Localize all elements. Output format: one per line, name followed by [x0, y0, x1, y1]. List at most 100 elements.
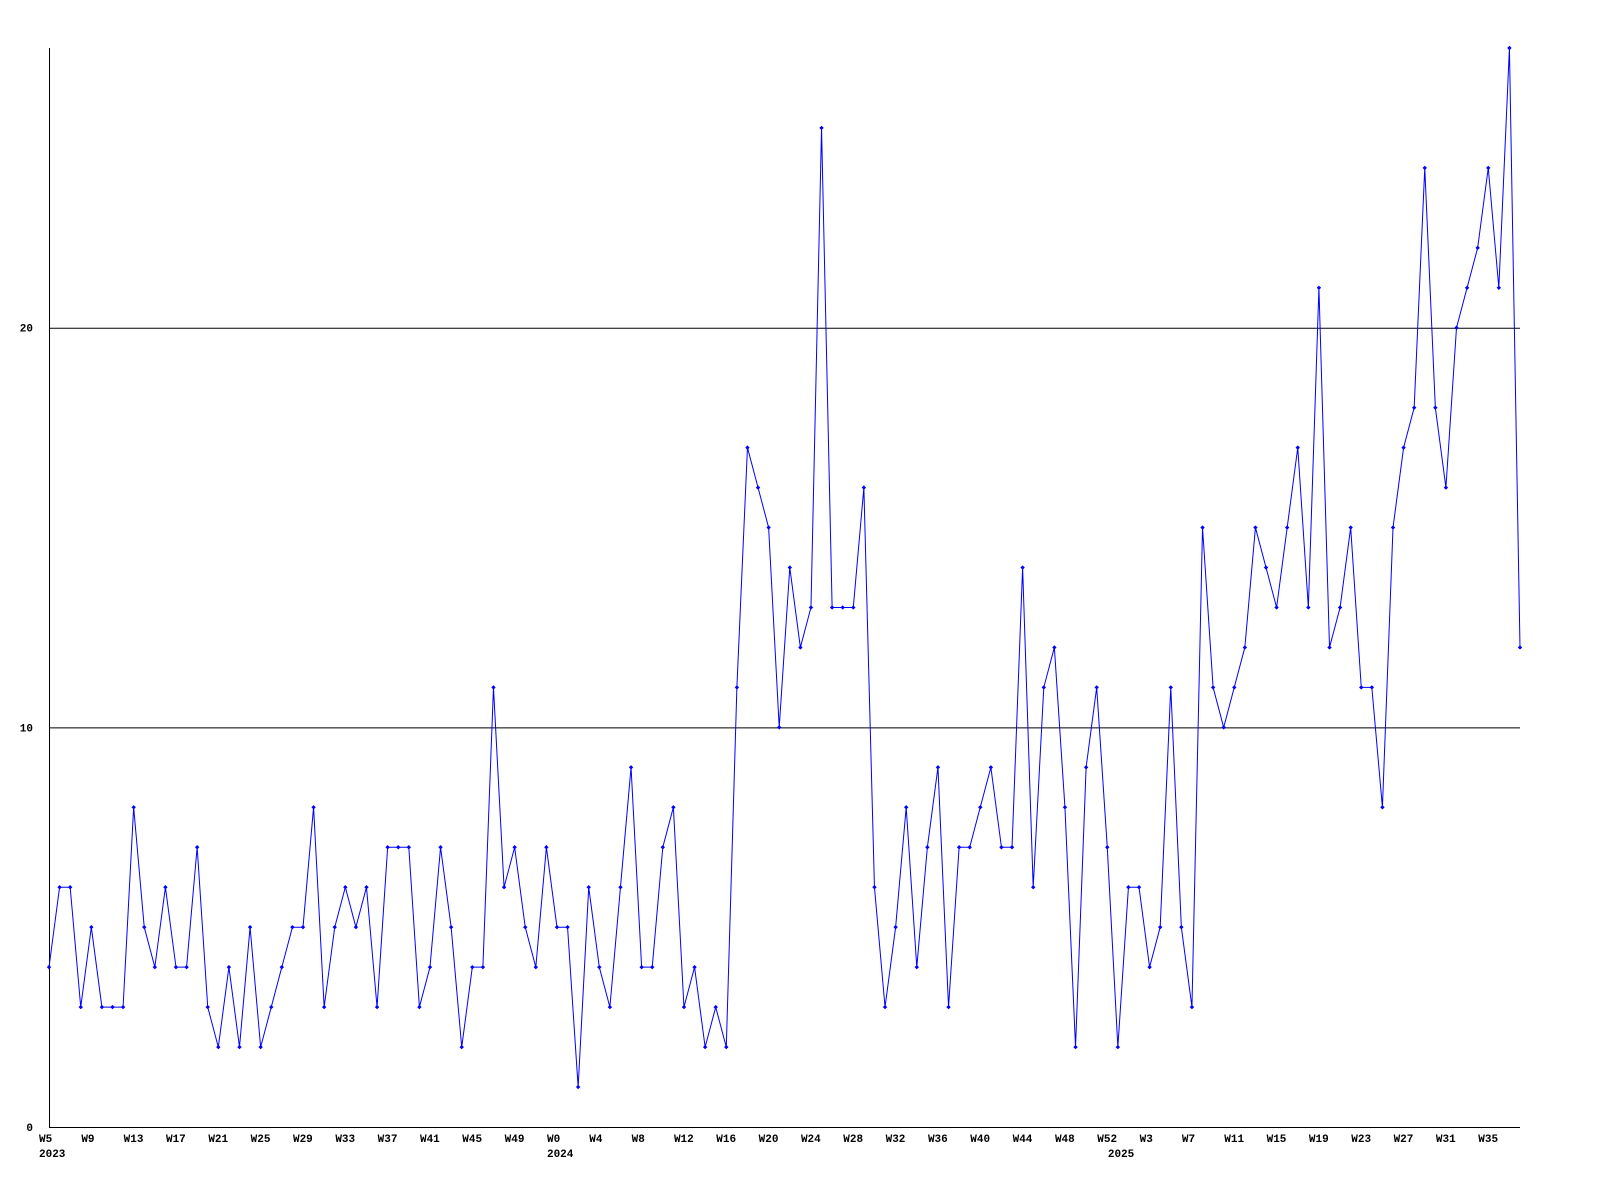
point-marker — [1041, 685, 1046, 690]
point-marker — [1115, 1044, 1121, 1050]
point-marker — [57, 885, 62, 890]
x-tick-label: W16 — [716, 1134, 736, 1146]
x-tick-label: W11 — [1224, 1134, 1244, 1146]
point-marker — [247, 924, 253, 930]
point-marker — [787, 565, 792, 570]
x-tick-label: W8 — [632, 1134, 646, 1146]
point-marker — [512, 845, 517, 850]
x-tick-label: W49 — [505, 1134, 525, 1146]
point-marker — [1147, 964, 1152, 970]
x-tick-label: W29 — [293, 1134, 313, 1146]
point-marker — [1464, 285, 1470, 290]
x-tick-label: W9 — [81, 1134, 94, 1146]
point-marker — [406, 845, 412, 850]
point-marker — [1157, 924, 1163, 930]
point-marker — [1411, 405, 1417, 410]
point-marker — [163, 885, 168, 890]
y-tick-label: 10 — [20, 723, 33, 735]
point-marker — [755, 485, 761, 490]
point-marker — [1136, 885, 1142, 890]
point-marker — [385, 845, 390, 850]
point-marker — [523, 924, 528, 930]
point-marker — [914, 964, 919, 970]
point-marker — [681, 1004, 687, 1010]
point-marker — [829, 605, 835, 610]
point-marker — [840, 605, 845, 610]
x-tick-label: W0 — [547, 1134, 560, 1146]
point-marker — [798, 645, 803, 650]
point-marker — [946, 1004, 951, 1010]
point-marker — [173, 964, 179, 970]
point-marker — [1009, 845, 1015, 850]
point-marker — [501, 885, 507, 890]
point-marker — [861, 485, 867, 490]
x-tick-label: W25 — [251, 1134, 271, 1146]
point-marker — [1380, 805, 1385, 810]
point-marker — [988, 765, 994, 770]
point-marker — [1094, 685, 1099, 690]
point-marker — [1083, 765, 1089, 770]
point-marker — [1232, 685, 1237, 690]
point-marker — [586, 885, 591, 890]
x-tick-label: W24 — [801, 1134, 821, 1146]
point-marker — [67, 885, 73, 890]
point-marker — [364, 885, 369, 890]
point-marker — [1507, 45, 1512, 51]
x-tick-label: W20 — [759, 1134, 779, 1146]
point-marker — [999, 845, 1004, 850]
x-tick-label: W28 — [843, 1134, 863, 1146]
point-marker — [650, 964, 655, 970]
point-marker — [1454, 325, 1459, 330]
point-marker — [1221, 725, 1226, 730]
point-marker — [194, 845, 200, 850]
point-marker — [1475, 245, 1480, 251]
point-marker — [893, 924, 898, 930]
point-marker — [1274, 605, 1279, 610]
point-marker — [1348, 525, 1353, 530]
point-marker — [46, 964, 52, 970]
point-marker — [734, 685, 740, 690]
point-marker — [607, 1004, 613, 1010]
x-tick-label: W37 — [378, 1134, 398, 1146]
point-marker — [1253, 525, 1258, 530]
x-tick-label: W41 — [420, 1134, 440, 1146]
x-tick-label: W45 — [462, 1134, 482, 1146]
point-marker — [1517, 645, 1523, 650]
point-marker — [1369, 685, 1375, 690]
point-marker — [1486, 165, 1491, 171]
point-marker — [332, 924, 337, 930]
point-marker — [882, 1004, 888, 1010]
point-marker — [819, 125, 824, 131]
point-marker — [1126, 885, 1131, 890]
point-marker — [1052, 645, 1057, 650]
point-marker — [1295, 445, 1300, 450]
point-marker — [226, 964, 232, 970]
point-marker — [279, 964, 285, 970]
point-marker — [925, 845, 930, 850]
x-tick-label: W33 — [335, 1134, 355, 1146]
x-tick-label: W35 — [1478, 1134, 1498, 1146]
point-marker — [978, 805, 983, 810]
point-marker — [216, 1044, 221, 1050]
point-marker — [597, 964, 602, 970]
point-marker — [1062, 805, 1068, 810]
point-marker — [1284, 525, 1290, 530]
point-marker — [1401, 445, 1406, 450]
point-marker — [618, 885, 623, 890]
point-marker — [1030, 885, 1036, 890]
point-marker — [1422, 165, 1427, 171]
point-marker — [417, 1004, 422, 1010]
point-marker — [374, 1004, 380, 1010]
point-marker — [1179, 924, 1184, 930]
x-tick-label: W32 — [886, 1134, 906, 1146]
point-marker — [1263, 565, 1269, 570]
x-tick-label: W12 — [674, 1134, 694, 1146]
x-tick-label: W4 — [589, 1134, 603, 1146]
point-marker — [565, 924, 570, 930]
point-marker — [692, 964, 697, 970]
point-marker — [205, 1004, 210, 1010]
point-marker — [1327, 645, 1332, 650]
point-marker — [78, 1004, 83, 1010]
point-marker — [427, 964, 433, 970]
